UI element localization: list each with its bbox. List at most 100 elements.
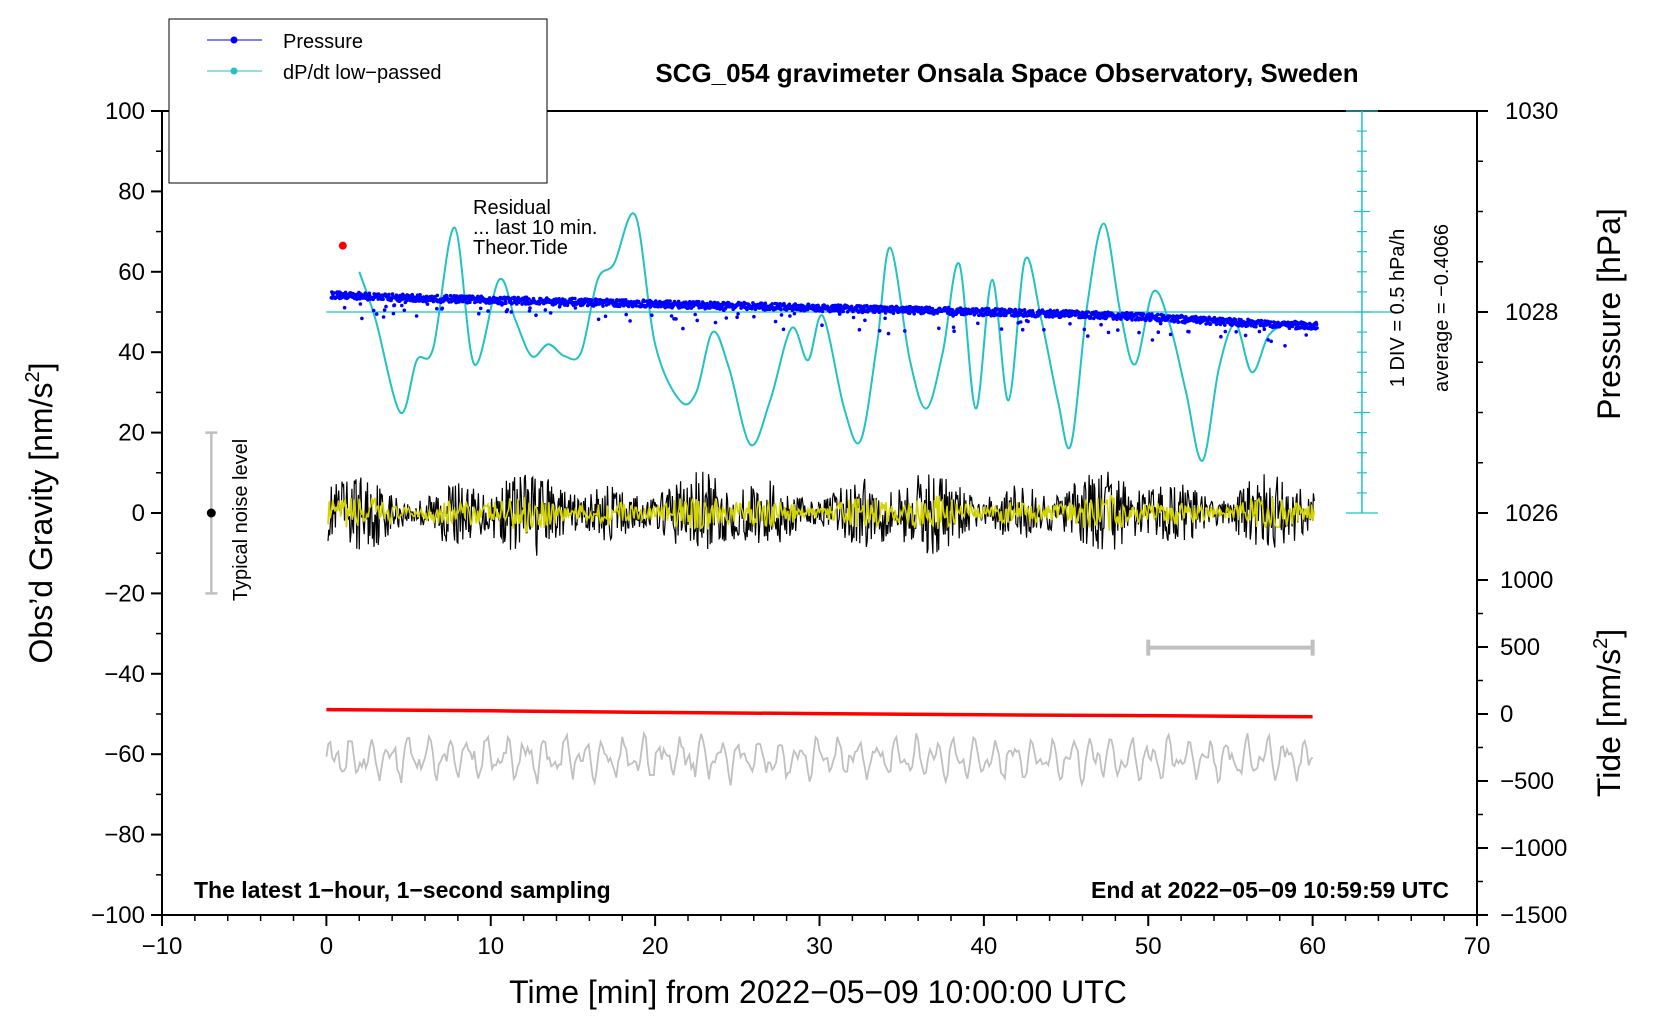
- pressure-point: [624, 312, 628, 317]
- pressure-point: [1208, 322, 1213, 326]
- pressure-point: [520, 302, 524, 306]
- y-tick-label: 0: [132, 500, 145, 527]
- pressure-point: [371, 308, 376, 313]
- pressure-point: [435, 306, 439, 311]
- pressure-point: [668, 299, 672, 303]
- pressure-point: [1314, 322, 1319, 327]
- pressure-tick-label: 1028: [1505, 299, 1558, 326]
- tide-tick-label: 500: [1500, 634, 1540, 661]
- legend-pressure-label: Pressure: [283, 31, 363, 53]
- pressure-point: [421, 295, 426, 299]
- pressure-point: [342, 305, 347, 310]
- pressure-point: [1137, 330, 1141, 335]
- pressure-point: [1243, 333, 1248, 338]
- pressure-point: [976, 321, 980, 326]
- dpdt-lowpassed-line: [358, 212, 1286, 462]
- pressure-point: [724, 316, 729, 320]
- pressure-point: [696, 299, 701, 304]
- pressure-point: [487, 296, 492, 300]
- pressure-point: [863, 318, 867, 323]
- pressure-point: [1055, 308, 1059, 313]
- pressure-point: [509, 310, 514, 314]
- pressure-point: [440, 306, 445, 311]
- y-axis-title-left-main: Obs’d Gravity [nm/s: [23, 383, 59, 664]
- pressure-point: [381, 297, 385, 302]
- dpdt-average-label: average = −0.4066: [1431, 224, 1453, 392]
- theor-tide-label: Theor.Tide: [473, 237, 568, 259]
- pressure-point: [736, 312, 740, 316]
- pressure-tick-label: 1030: [1505, 98, 1558, 125]
- x-tick-label: 40: [971, 933, 998, 960]
- pressure-point: [504, 301, 508, 306]
- theor-tide-line: [326, 707, 1313, 719]
- pressure-point: [1168, 314, 1172, 319]
- pressure-point: [548, 311, 553, 315]
- pressure-point: [537, 302, 542, 306]
- legend-box: [168, 18, 548, 184]
- pressure-point: [634, 304, 639, 308]
- pressure-point: [543, 308, 548, 312]
- pressure-point: [1026, 319, 1030, 324]
- pressure-point: [841, 309, 845, 314]
- pressure-point: [1082, 327, 1087, 332]
- x-axis-title: Time [min] from 2022−05−09 10:00:00 UTC: [509, 974, 1127, 1010]
- pressure-point: [425, 302, 430, 306]
- pressure-point: [534, 313, 538, 318]
- pressure-point: [611, 298, 615, 303]
- tide-tick-label: 1000: [1500, 567, 1553, 594]
- pressure-point: [752, 314, 756, 319]
- x-tick-label: 10: [477, 933, 504, 960]
- pressure-series: [329, 290, 1319, 348]
- pressure-point: [400, 303, 404, 308]
- pressure-point: [387, 292, 391, 297]
- y-tick-label: 60: [118, 259, 145, 286]
- pressure-point: [374, 312, 379, 316]
- pressure-point: [1156, 312, 1160, 317]
- pressure-point: [1158, 321, 1163, 326]
- pressure-point: [779, 313, 784, 317]
- residual-last10-line: [327, 494, 1315, 535]
- pressure-point: [1223, 329, 1228, 334]
- annotation-layer: [205, 241, 1315, 656]
- pressure-point: [1315, 326, 1319, 330]
- legend-dpdt-marker: [230, 67, 238, 75]
- pressure-point: [596, 317, 601, 322]
- pressure-point: [418, 293, 422, 297]
- residual-line: [327, 471, 1315, 556]
- pressure-point: [1086, 310, 1091, 314]
- axis-ticks: −10 0 10 20 30 40 50 60 70100806040200−20−40−60−…: [91, 98, 1567, 960]
- pressure-point: [937, 326, 941, 331]
- pressure-point: [1262, 327, 1267, 332]
- pressure-point: [1234, 330, 1238, 334]
- tide-tick-label: −1000: [1500, 835, 1567, 862]
- pressure-point: [391, 311, 396, 316]
- pressure-point: [1273, 321, 1277, 325]
- noise-level-center-dot: [206, 508, 216, 518]
- pressure-point: [1187, 329, 1191, 334]
- pressure-point: [332, 291, 337, 295]
- x-tick-label: 70: [1464, 933, 1491, 960]
- pressure-point: [763, 301, 768, 306]
- pressure-point: [999, 327, 1004, 331]
- pressure-point: [468, 300, 472, 305]
- tide-axis-title-sup: 2: [1590, 638, 1612, 649]
- x-tick-label: 60: [1299, 933, 1326, 960]
- pressure-point: [1257, 329, 1262, 334]
- pressure-point: [781, 327, 786, 332]
- pressure-point: [735, 315, 739, 320]
- pressure-point: [650, 313, 654, 318]
- pressure-point: [1116, 328, 1120, 332]
- pressure-point: [891, 311, 896, 316]
- pressure-point: [1161, 313, 1166, 318]
- pressure-point: [1141, 312, 1146, 316]
- y-tick-label: 80: [118, 178, 145, 205]
- pressure-point: [573, 296, 577, 301]
- pressure-point: [1168, 332, 1173, 337]
- pressure-tick-label: 1026: [1505, 500, 1558, 527]
- pressure-point: [930, 306, 935, 311]
- pressure-point: [402, 308, 407, 313]
- pressure-point: [1259, 318, 1264, 323]
- corner-caption-left: The latest 1−hour, 1−second sampling: [194, 877, 611, 903]
- tide-tick-label: −1500: [1500, 902, 1567, 929]
